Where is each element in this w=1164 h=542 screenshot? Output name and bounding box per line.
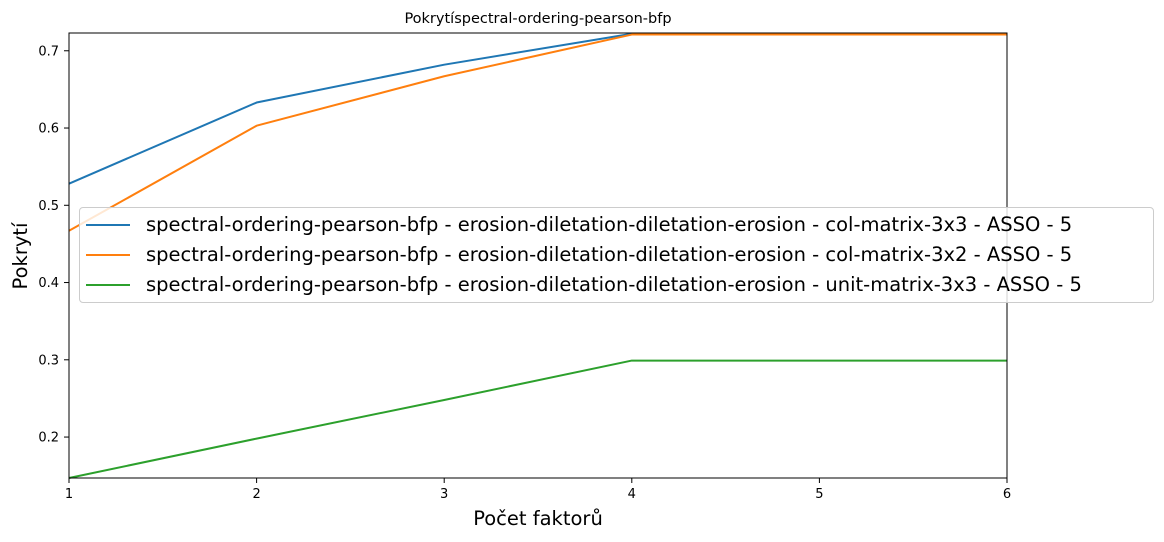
legend-item: spectral-ordering-pearson-bfp - erosion-… (80, 210, 1153, 240)
legend: spectral-ordering-pearson-bfp - erosion-… (79, 207, 1154, 303)
legend-label: spectral-ordering-pearson-bfp - erosion-… (146, 243, 1073, 266)
x-tick-label: 2 (252, 487, 260, 502)
series-line-3 (68, 359, 1007, 479)
y-tick-label: 0.3 (38, 353, 59, 368)
legend-label: spectral-ordering-pearson-bfp - erosion-… (146, 273, 1082, 296)
x-tick-label: 3 (440, 487, 448, 502)
x-tick-label: 5 (815, 487, 823, 502)
legend-item: spectral-ordering-pearson-bfp - erosion-… (80, 270, 1153, 300)
legend-label: spectral-ordering-pearson-bfp - erosion-… (146, 213, 1073, 236)
legend-item: spectral-ordering-pearson-bfp - erosion-… (80, 240, 1153, 270)
x-tick-label: 4 (628, 487, 636, 502)
x-axis-label: Počet faktorů (473, 507, 603, 530)
series-line-2 (68, 33, 1007, 232)
legend-swatch (86, 254, 130, 256)
x-tick-label: 1 (65, 487, 73, 502)
legend-swatch (86, 284, 130, 286)
y-tick-label: 0.7 (38, 44, 59, 59)
y-tick-label: 0.6 (38, 122, 59, 137)
y-tick-label: 0.5 (38, 199, 59, 214)
x-tick-label: 6 (1003, 487, 1011, 502)
y-tick-label: 0.4 (38, 276, 59, 291)
y-axis-label: Pokrytí (9, 222, 32, 289)
legend-swatch (86, 224, 130, 226)
chart-title: Pokrytíspectral-ordering-pearson-bfp (404, 11, 671, 27)
y-tick-label: 0.2 (38, 431, 59, 446)
